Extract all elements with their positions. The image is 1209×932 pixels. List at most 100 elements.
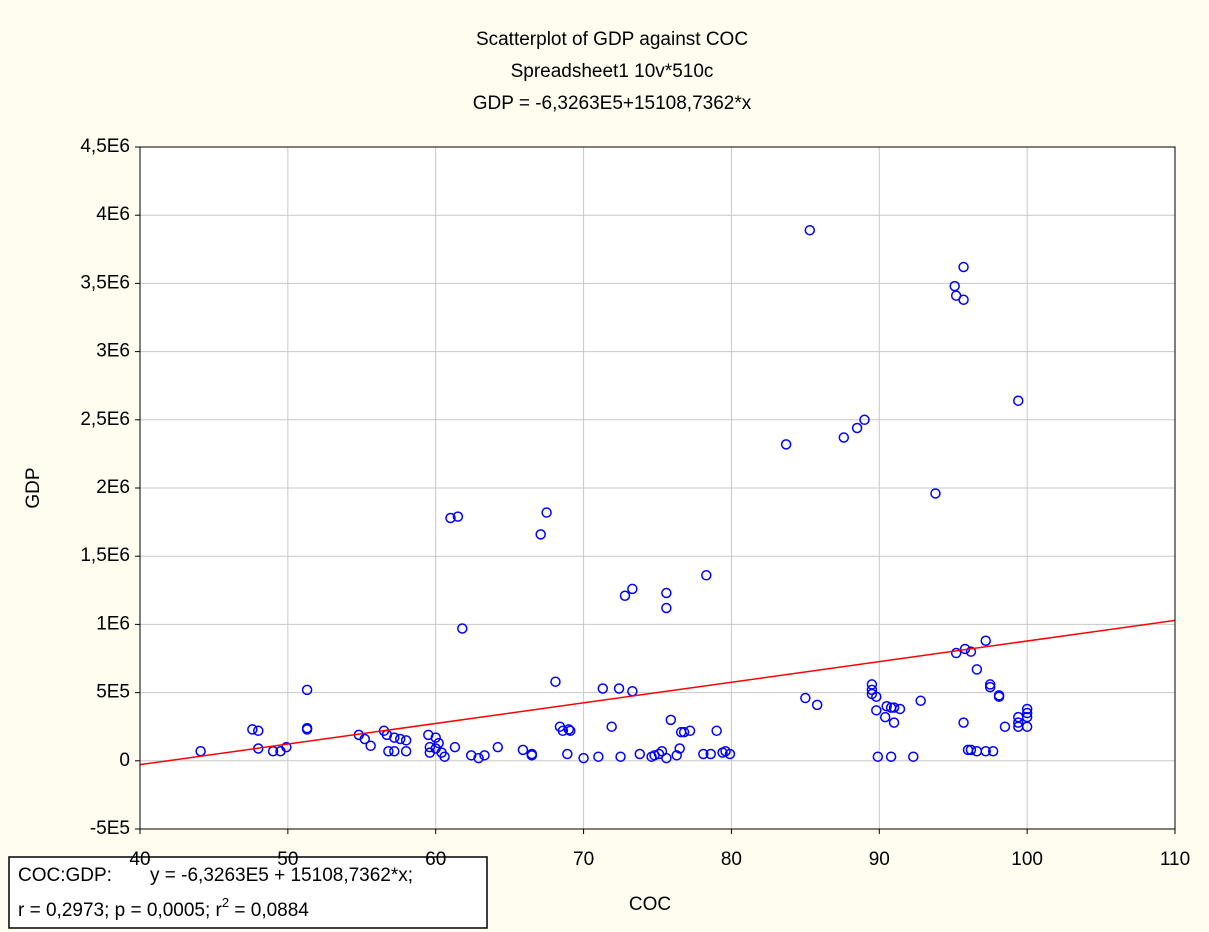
- point: [724, 748, 736, 760]
- x-tick-label: 60: [425, 849, 446, 870]
- point: [888, 702, 900, 713]
- point: [871, 691, 882, 702]
- y-tick-label: 2E6: [96, 477, 130, 498]
- point: [492, 741, 504, 753]
- point: [701, 570, 712, 581]
- point: [678, 726, 690, 738]
- point: [634, 748, 646, 760]
- point: [1013, 717, 1024, 728]
- y-tick-label: 3,5E6: [80, 272, 130, 293]
- x-tick-label: 110: [1160, 849, 1190, 870]
- point: [661, 587, 672, 599]
- point: [473, 752, 484, 764]
- y-tick-label: 2,5E6: [80, 409, 130, 430]
- point: [950, 647, 962, 659]
- point: [661, 752, 672, 764]
- point: [479, 750, 490, 761]
- point: [465, 750, 477, 761]
- point: [449, 741, 461, 753]
- point: [885, 751, 897, 762]
- chart-subtitle: Spreadsheet1 10v*510c: [511, 61, 714, 82]
- point: [674, 743, 685, 754]
- point: [908, 751, 919, 762]
- x-axis-label: COC: [629, 894, 671, 915]
- point: [613, 683, 625, 694]
- point: [535, 529, 546, 540]
- point: [593, 751, 604, 762]
- point: [389, 732, 400, 743]
- x-tick-label: 50: [277, 849, 298, 870]
- point: [971, 664, 983, 675]
- y-tick-label: 4E6: [96, 204, 130, 225]
- y-axis-label: GDP: [23, 467, 44, 508]
- point: [627, 583, 638, 595]
- chart-title: Scatterplot of GDP against COC: [476, 29, 748, 50]
- point: [665, 714, 677, 726]
- point: [980, 746, 991, 757]
- point: [705, 748, 716, 760]
- stats-equation: y = -6,3263E5 + 15108,7362*x;: [150, 865, 413, 886]
- point: [1013, 395, 1024, 406]
- point: [872, 751, 884, 762]
- point: [838, 432, 850, 443]
- x-tick-label: 100: [1011, 849, 1043, 870]
- point: [301, 724, 313, 735]
- point: [253, 725, 264, 737]
- point: [993, 691, 1005, 702]
- x-tick-label: 40: [129, 849, 150, 870]
- point: [804, 224, 816, 236]
- point: [949, 280, 960, 292]
- point: [389, 746, 400, 757]
- point: [550, 676, 561, 687]
- point: [980, 635, 991, 647]
- point: [684, 725, 696, 737]
- point: [958, 717, 969, 728]
- point: [984, 681, 996, 693]
- y-tick-label: 1E6: [96, 613, 130, 634]
- point: [780, 439, 792, 450]
- stats-text: r = 0,2973; p = 0,0005; r: [18, 900, 223, 921]
- point: [698, 748, 709, 760]
- point: [445, 512, 456, 524]
- point: [984, 679, 996, 690]
- point: [365, 740, 376, 752]
- point: [400, 746, 412, 757]
- point: [800, 692, 811, 704]
- point: [563, 724, 575, 735]
- point: [999, 721, 1011, 732]
- x-tick-label: 80: [721, 849, 742, 870]
- point: [430, 732, 441, 743]
- point: [894, 703, 906, 715]
- point: [930, 488, 941, 499]
- y-tick-label: 1,5E6: [80, 545, 130, 566]
- point: [541, 507, 552, 518]
- point: [661, 602, 672, 614]
- point: [565, 725, 576, 737]
- point: [1021, 703, 1033, 715]
- point: [615, 751, 626, 762]
- point: [671, 750, 682, 761]
- point: [423, 729, 434, 741]
- point: [871, 705, 882, 716]
- point: [526, 748, 538, 760]
- point: [597, 683, 609, 694]
- point: [1021, 721, 1033, 732]
- y-tick-label: 0: [119, 750, 130, 771]
- y-tick-label: 3E6: [96, 341, 130, 362]
- y-tick-label: -5E5: [90, 818, 130, 839]
- point: [958, 261, 969, 273]
- stats-sup: 2: [222, 895, 229, 910]
- point: [562, 748, 573, 760]
- point: [578, 752, 589, 764]
- point: [881, 700, 892, 712]
- point: [915, 695, 926, 707]
- point: [851, 422, 863, 434]
- point: [452, 511, 464, 522]
- point: [987, 746, 999, 757]
- stats-label: COC:GDP:: [18, 865, 112, 886]
- x-tick-label: 90: [869, 849, 890, 870]
- fit-line: [139, 619, 1176, 766]
- point: [606, 721, 617, 732]
- point: [301, 684, 313, 696]
